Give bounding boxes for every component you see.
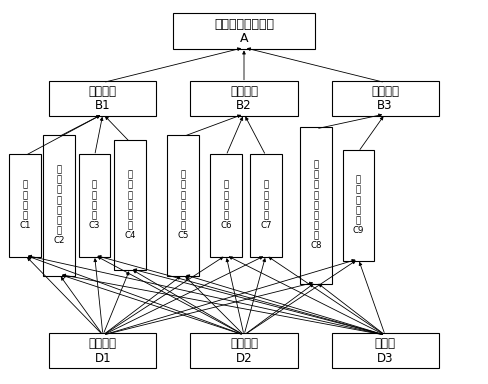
FancyBboxPatch shape: [190, 333, 298, 368]
Text: 对
电
网
的
冲
击
C5: 对 电 网 的 冲 击 C5: [178, 171, 189, 240]
FancyBboxPatch shape: [300, 127, 332, 284]
Text: 经济成本
B1: 经济成本 B1: [89, 84, 117, 112]
FancyBboxPatch shape: [250, 154, 282, 257]
Text: 建
设
换
电
站
成
本
C2: 建 设 换 电 站 成 本 C2: [53, 166, 65, 245]
FancyBboxPatch shape: [9, 154, 41, 257]
Text: 电
池
对
环
境
的
污
染
C8: 电 池 对 环 境 的 污 染 C8: [310, 161, 322, 250]
Text: 常规充电
D1: 常规充电 D1: [89, 337, 117, 364]
Text: 电池能量补给成本
A: 电池能量补给成本 A: [214, 18, 274, 45]
FancyBboxPatch shape: [114, 140, 146, 270]
FancyBboxPatch shape: [79, 154, 110, 257]
FancyBboxPatch shape: [210, 154, 242, 257]
FancyBboxPatch shape: [43, 135, 75, 276]
Text: 居
民
搬
迁
C7: 居 民 搬 迁 C7: [260, 181, 272, 230]
FancyBboxPatch shape: [331, 81, 439, 116]
Text: 操
作
维
护
C3: 操 作 维 护 C3: [89, 181, 101, 230]
Text: 电
池
原
材
料
C9: 电 池 原 材 料 C9: [353, 176, 364, 235]
Text: 环境成本
B3: 环境成本 B3: [371, 84, 399, 112]
FancyBboxPatch shape: [190, 81, 298, 116]
FancyBboxPatch shape: [343, 150, 374, 261]
FancyBboxPatch shape: [173, 13, 315, 50]
Text: 电
池
折
旧
成
本
C4: 电 池 折 旧 成 本 C4: [124, 171, 136, 240]
Text: 换电池
D3: 换电池 D3: [375, 337, 396, 364]
FancyBboxPatch shape: [331, 333, 439, 368]
Text: 社会成本
B2: 社会成本 B2: [230, 84, 258, 112]
FancyBboxPatch shape: [49, 81, 157, 116]
Text: 人
力
成
本
C6: 人 力 成 本 C6: [220, 181, 232, 230]
Text: 节
省
时
间
C1: 节 省 时 间 C1: [19, 181, 31, 230]
FancyBboxPatch shape: [167, 135, 199, 276]
Text: 快速充电
D2: 快速充电 D2: [230, 337, 258, 364]
FancyBboxPatch shape: [49, 333, 157, 368]
